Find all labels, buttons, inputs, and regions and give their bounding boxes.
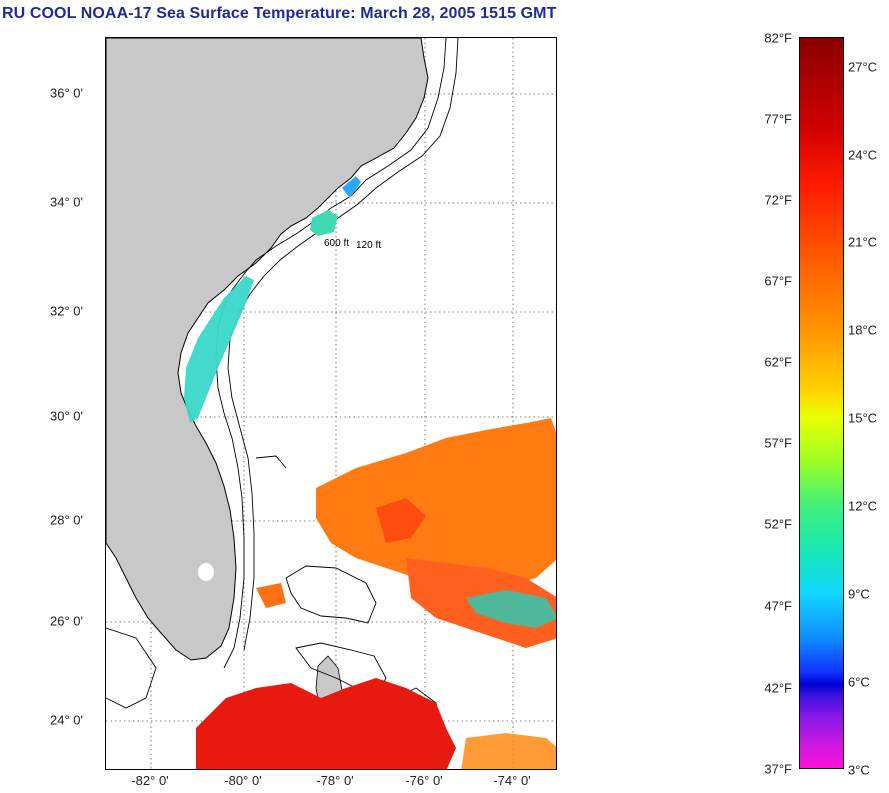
cbar-c-18: 18°C bbox=[848, 322, 878, 338]
cbar-c-15: 15°C bbox=[848, 410, 878, 426]
cbar-f-77: 77°F bbox=[764, 111, 792, 127]
sst-warm-south bbox=[196, 678, 456, 769]
cbar-f-82: 82°F bbox=[764, 30, 792, 46]
cbar-f-52: 52°F bbox=[764, 516, 792, 532]
sst-coastal-georgia bbox=[184, 276, 254, 423]
cbar-f-62: 62°F bbox=[764, 354, 792, 370]
lon-label-82: -82° 0' bbox=[131, 773, 169, 788]
lon-label-78: -78° 0' bbox=[316, 773, 354, 788]
sst-cool-streaks bbox=[466, 590, 556, 628]
lon-label-76: -76° 0' bbox=[405, 773, 443, 788]
contour-label-120: 120 ft bbox=[356, 240, 381, 251]
cbar-c-3: 3°C bbox=[848, 762, 870, 778]
cbar-f-57: 57°F bbox=[764, 435, 792, 451]
lat-label-28: 28° 0' bbox=[50, 512, 83, 528]
cbar-f-67: 67°F bbox=[764, 273, 792, 289]
lon-label-74: -74° 0' bbox=[493, 773, 531, 788]
cbar-c-12: 12°C bbox=[848, 498, 878, 514]
lat-label-36: 36° 0' bbox=[50, 85, 83, 101]
cbar-f-47: 47°F bbox=[764, 598, 792, 614]
map-title: RU COOL NOAA-17 Sea Surface Temperature:… bbox=[2, 5, 557, 22]
cbar-c-27: 27°C bbox=[848, 59, 878, 75]
sst-warm-north-red bbox=[376, 498, 426, 543]
cbar-f-42: 42°F bbox=[764, 680, 792, 696]
sst-warm-west bbox=[256, 583, 286, 608]
sst-map: 120 ft 600 ft bbox=[105, 37, 557, 770]
lat-label-30: 30° 0' bbox=[50, 408, 83, 424]
cbar-c-24: 24°C bbox=[848, 147, 878, 163]
cbar-c-6: 6°C bbox=[848, 674, 870, 690]
land-mainland bbox=[106, 38, 429, 661]
temperature-colorbar bbox=[799, 37, 844, 769]
contour-label-600: 600 ft bbox=[324, 238, 349, 249]
lon-label-80: -80° 0' bbox=[224, 773, 262, 788]
lat-label-32: 32° 0' bbox=[50, 303, 83, 319]
sst-warm-southeast bbox=[461, 733, 556, 769]
cbar-f-37: 37°F bbox=[764, 761, 792, 777]
lat-label-24: 24° 0' bbox=[50, 712, 83, 728]
lat-label-34: 34° 0' bbox=[50, 194, 83, 210]
sst-coastal-carolina-a bbox=[310, 210, 338, 236]
cbar-f-72: 72°F bbox=[764, 192, 792, 208]
lat-label-26: 26° 0' bbox=[50, 613, 83, 629]
sst-coastal-carolina-b bbox=[342, 176, 361, 198]
sst-warm-north bbox=[316, 418, 556, 588]
cbar-c-9: 9°C bbox=[848, 586, 870, 602]
lake-okeechobee bbox=[198, 563, 214, 581]
map-canvas: 120 ft 600 ft bbox=[106, 38, 556, 769]
cbar-c-21: 21°C bbox=[848, 234, 878, 250]
